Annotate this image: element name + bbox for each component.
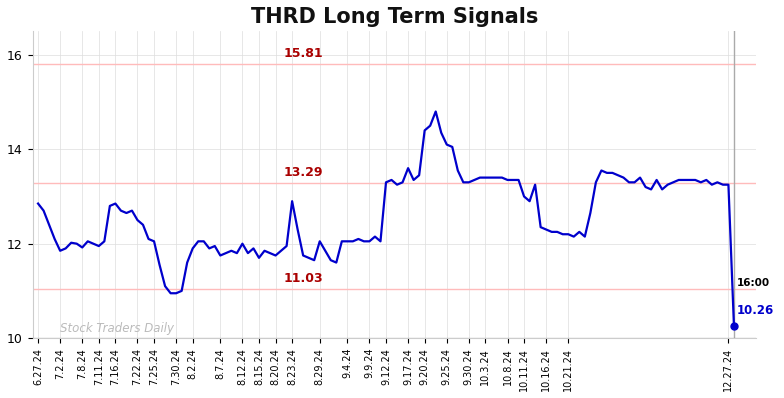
Text: Stock Traders Daily: Stock Traders Daily — [60, 322, 174, 336]
Text: 13.29: 13.29 — [283, 166, 323, 179]
Title: THRD Long Term Signals: THRD Long Term Signals — [251, 7, 538, 27]
Text: 16:00: 16:00 — [737, 278, 770, 288]
Text: 11.03: 11.03 — [283, 272, 323, 285]
Text: 10.26: 10.26 — [737, 304, 774, 317]
Text: 15.81: 15.81 — [283, 47, 323, 60]
